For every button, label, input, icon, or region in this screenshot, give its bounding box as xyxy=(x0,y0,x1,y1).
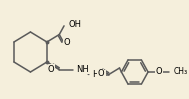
Text: OH: OH xyxy=(69,20,82,29)
Text: O: O xyxy=(97,69,104,79)
Text: O: O xyxy=(156,68,162,77)
Text: O: O xyxy=(48,65,54,73)
Text: CH₃: CH₃ xyxy=(174,68,188,77)
Text: NH: NH xyxy=(76,65,89,74)
Text: HN: HN xyxy=(93,70,105,79)
Text: O: O xyxy=(63,38,70,47)
